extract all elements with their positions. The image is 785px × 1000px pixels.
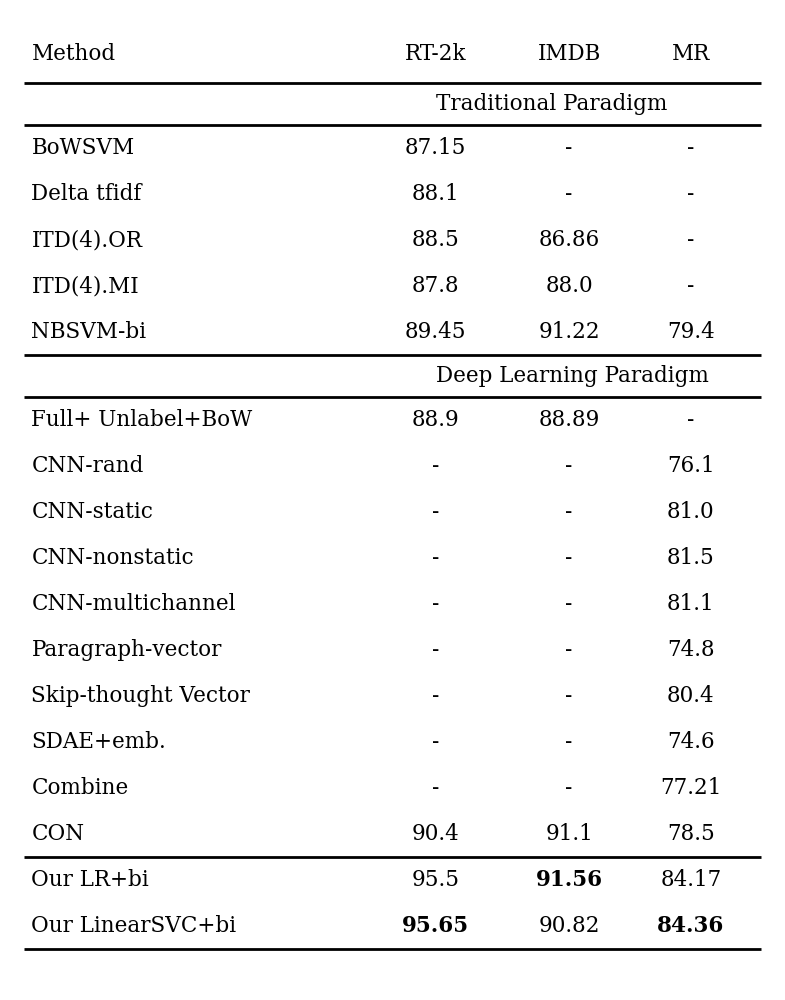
Text: -: -	[432, 639, 440, 661]
Text: -: -	[687, 229, 695, 251]
Text: -: -	[432, 731, 440, 753]
Text: 84.36: 84.36	[657, 915, 725, 937]
Text: -: -	[565, 455, 573, 477]
Text: MR: MR	[672, 43, 710, 65]
Text: 80.4: 80.4	[667, 685, 714, 707]
Text: Skip-thought Vector: Skip-thought Vector	[31, 685, 250, 707]
Text: -: -	[565, 593, 573, 615]
Text: -: -	[432, 777, 440, 799]
Text: -: -	[565, 685, 573, 707]
Text: 88.9: 88.9	[412, 409, 459, 431]
Text: 91.1: 91.1	[546, 823, 593, 845]
Text: CNN-rand: CNN-rand	[31, 455, 144, 477]
Text: 84.17: 84.17	[660, 869, 721, 891]
Text: -: -	[565, 183, 573, 205]
Text: 91.56: 91.56	[535, 869, 603, 891]
Text: CNN-static: CNN-static	[31, 501, 153, 523]
Text: 74.8: 74.8	[667, 639, 714, 661]
Text: 90.82: 90.82	[539, 915, 600, 937]
Text: 79.4: 79.4	[667, 321, 714, 343]
Text: BoWSVM: BoWSVM	[31, 137, 135, 159]
Text: 87.15: 87.15	[405, 137, 466, 159]
Text: 77.21: 77.21	[660, 777, 721, 799]
Text: -: -	[432, 547, 440, 569]
Text: -: -	[565, 777, 573, 799]
Text: 95.65: 95.65	[402, 915, 469, 937]
Text: -: -	[687, 275, 695, 297]
Text: CON: CON	[31, 823, 85, 845]
Text: NBSVM-bi: NBSVM-bi	[31, 321, 147, 343]
Text: 78.5: 78.5	[667, 823, 714, 845]
Text: 91.22: 91.22	[539, 321, 600, 343]
Text: -: -	[432, 455, 440, 477]
Text: -: -	[565, 639, 573, 661]
Text: IMDB: IMDB	[538, 43, 601, 65]
Text: ITD(4).MI: ITD(4).MI	[31, 275, 139, 297]
Text: 74.6: 74.6	[667, 731, 714, 753]
Text: -: -	[687, 137, 695, 159]
Text: Combine: Combine	[31, 777, 129, 799]
Text: ITD(4).OR: ITD(4).OR	[31, 229, 142, 251]
Text: 88.5: 88.5	[412, 229, 459, 251]
Text: 81.0: 81.0	[667, 501, 714, 523]
Text: -: -	[432, 685, 440, 707]
Text: -: -	[687, 409, 695, 431]
Text: CNN-nonstatic: CNN-nonstatic	[31, 547, 194, 569]
Text: Deep Learning Paradigm: Deep Learning Paradigm	[436, 365, 709, 387]
Text: Paragraph-vector: Paragraph-vector	[31, 639, 222, 661]
Text: 81.1: 81.1	[667, 593, 714, 615]
Text: 86.86: 86.86	[539, 229, 600, 251]
Text: Our LR+bi: Our LR+bi	[31, 869, 149, 891]
Text: -: -	[565, 731, 573, 753]
Text: -: -	[565, 137, 573, 159]
Text: -: -	[565, 501, 573, 523]
Text: 76.1: 76.1	[667, 455, 714, 477]
Text: Our LinearSVC+bi: Our LinearSVC+bi	[31, 915, 236, 937]
Text: Method: Method	[31, 43, 115, 65]
Text: 88.89: 88.89	[539, 409, 600, 431]
Text: 87.8: 87.8	[412, 275, 459, 297]
Text: -: -	[432, 593, 440, 615]
Text: Delta tfidf: Delta tfidf	[31, 183, 142, 205]
Text: 88.0: 88.0	[546, 275, 593, 297]
Text: -: -	[687, 183, 695, 205]
Text: SDAE+emb.: SDAE+emb.	[31, 731, 166, 753]
Text: 88.1: 88.1	[412, 183, 459, 205]
Text: Full+ Unlabel+BoW: Full+ Unlabel+BoW	[31, 409, 253, 431]
Text: 90.4: 90.4	[412, 823, 459, 845]
Text: CNN-multichannel: CNN-multichannel	[31, 593, 236, 615]
Text: -: -	[432, 501, 440, 523]
Text: 81.5: 81.5	[667, 547, 714, 569]
Text: -: -	[565, 547, 573, 569]
Text: 95.5: 95.5	[411, 869, 460, 891]
Text: RT-2k: RT-2k	[405, 43, 466, 65]
Text: Traditional Paradigm: Traditional Paradigm	[436, 93, 667, 115]
Text: 89.45: 89.45	[405, 321, 466, 343]
